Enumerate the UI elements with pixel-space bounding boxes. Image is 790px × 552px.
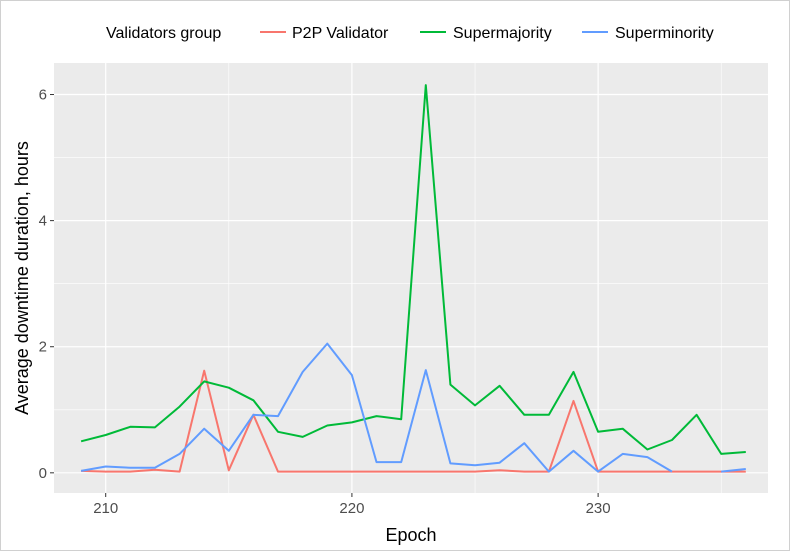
legend-label-p2p-validator: P2P Validator: [292, 25, 389, 42]
axis-ticks: 210 220 230 0 2 4 6: [39, 87, 611, 517]
y-tick-label: 6: [39, 87, 47, 104]
legend-title: Validators group: [106, 25, 221, 42]
x-tick-label: 210: [93, 500, 118, 517]
legend: Validators group P2P Validator Supermajo…: [106, 25, 714, 42]
series-line-superminority: [721, 468, 746, 473]
series-line-superminority: [80, 342, 673, 473]
series-layer: [80, 84, 746, 473]
series-line-p2p-validator: [81, 369, 746, 473]
y-tick-label: 4: [39, 213, 47, 230]
y-tick-label: 0: [39, 465, 47, 482]
y-tick-label: 2: [39, 339, 47, 356]
grid-minor: [54, 63, 768, 493]
legend-label-superminority: Superminority: [615, 25, 714, 42]
series-line-supermajority: [80, 84, 746, 455]
grid-major: [54, 63, 768, 493]
x-tick-label: 220: [339, 500, 364, 517]
legend-label-supermajority: Supermajority: [453, 25, 552, 42]
y-axis-title: Average downtime duration, hours: [12, 141, 32, 415]
x-tick-label: 230: [586, 500, 611, 517]
x-axis-title: Epoch: [385, 525, 436, 545]
